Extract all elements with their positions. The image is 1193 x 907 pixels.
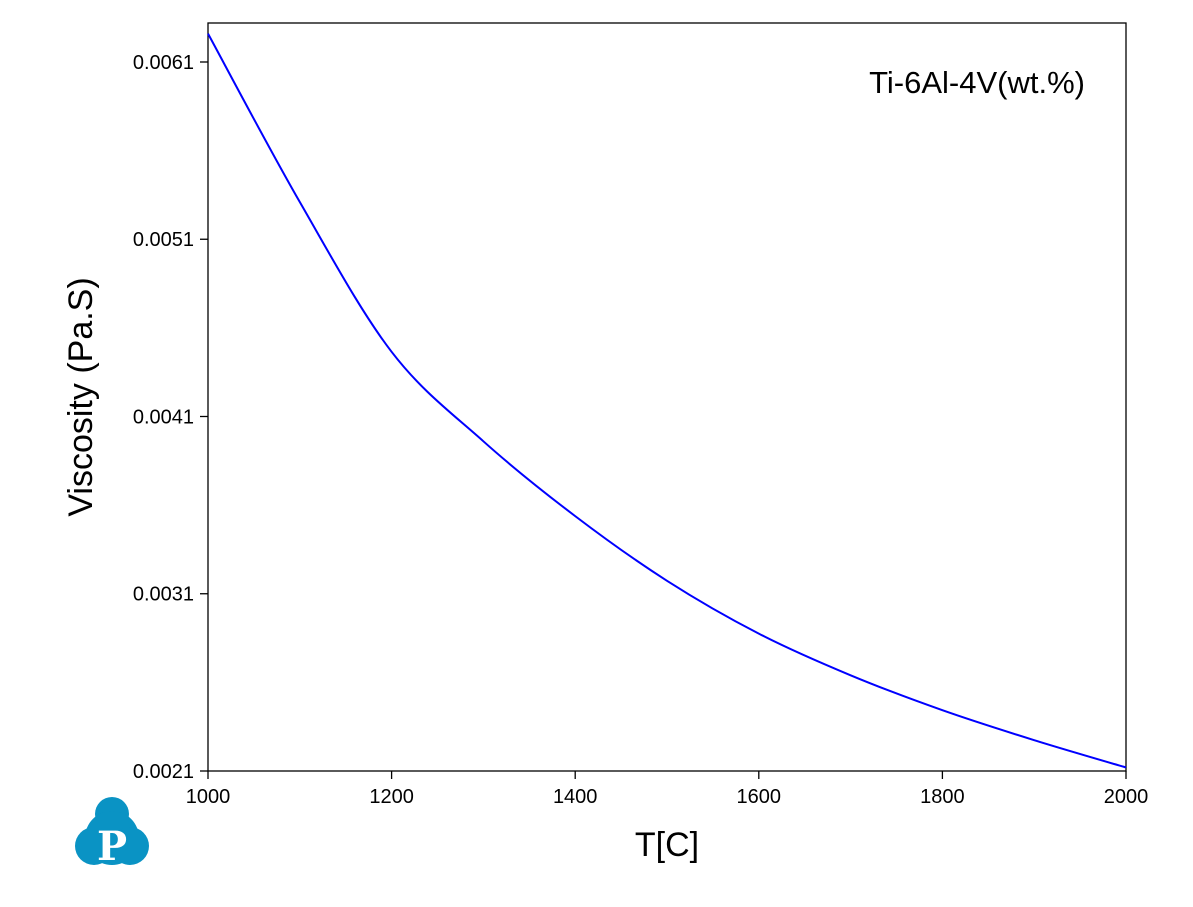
y-tick-label: 0.0021 (133, 761, 194, 783)
y-tick-label: 0.0051 (133, 229, 194, 251)
y-tick-label: 0.0031 (133, 584, 194, 606)
x-axis-label: T[C] (635, 826, 699, 864)
x-tick-label: 1800 (920, 786, 965, 808)
series-line (207, 33, 1127, 769)
x-tick-label: 1200 (369, 786, 414, 808)
logo: P (75, 797, 149, 870)
y-tick-label: 0.0061 (133, 52, 194, 74)
x-tick-label: 2000 (1104, 786, 1149, 808)
y-tick-label: 0.0041 (133, 406, 194, 428)
x-tick-label: 1000 (186, 786, 231, 808)
plot-frame (207, 22, 1127, 772)
x-tick-label: 1400 (553, 786, 598, 808)
y-axis-label: Viscosity (Pa.S) (62, 277, 100, 516)
logo-letter: P (97, 823, 127, 870)
x-tick-label: 1600 (737, 786, 782, 808)
annotation-label: Ti-6Al-4V(wt.%) (869, 65, 1085, 100)
